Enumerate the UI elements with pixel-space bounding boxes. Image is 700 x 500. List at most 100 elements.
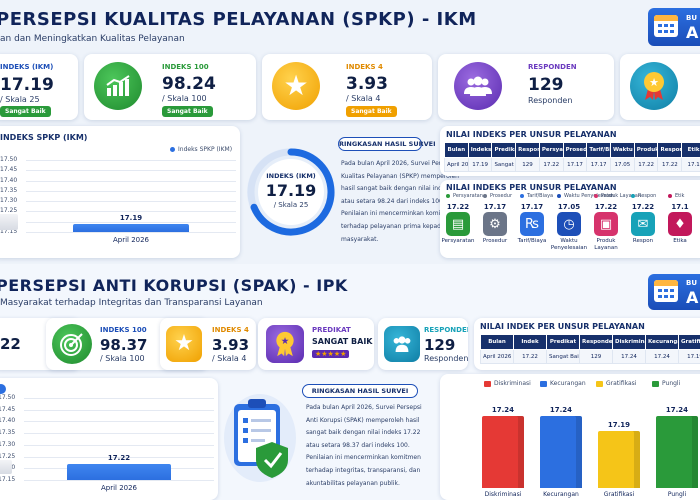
gauge-ring <box>247 148 335 236</box>
status-badge: Sangat Baik <box>0 106 51 117</box>
kpi-value: 129 <box>424 336 456 354</box>
bar-value-label: 17.24 <box>665 406 689 414</box>
legend-label: Prosedur <box>490 193 513 199</box>
table-header-cell: Bulan <box>480 334 514 350</box>
section2-title: PERSEPSI ANTI KORUPSI (SPAK) - IPK <box>0 276 348 295</box>
star-icon: ★ <box>272 62 320 110</box>
summary-line: Penilaian ini mencerminkan komitmen <box>306 454 421 462</box>
kpi-value: 17.19 <box>0 75 54 95</box>
legend-swatch <box>596 380 603 387</box>
table-header-cell: Prosedur <box>562 142 588 158</box>
y-tick-label: 17.30 <box>0 440 16 448</box>
table-title: NILAI INDEKS PER UNSUR PELAYANAN <box>446 130 617 139</box>
date-button[interactable]: BU A <box>648 8 700 46</box>
kpi-scale: / Skala 100 <box>162 94 207 103</box>
chat-icon-glyph: ✉ <box>637 216 649 232</box>
table-cell: 17.1 <box>681 157 700 172</box>
legend-swatch <box>170 147 175 152</box>
table-cell: Sangat Baik <box>546 349 580 364</box>
gridline <box>26 160 236 161</box>
y-tick-label: 17.40 <box>0 176 18 184</box>
table-cell: 17.19 <box>678 349 700 364</box>
bar <box>73 223 189 232</box>
gauge-value: 17.19 <box>265 181 317 200</box>
table-cell: 17.24 <box>645 349 679 364</box>
table-header-cell: Predikat <box>491 142 517 158</box>
calendar-icon <box>654 280 678 302</box>
legend-item: Diskriminasi <box>484 380 531 387</box>
unsur-value: 17.22 <box>446 203 470 211</box>
x-tick-label: April 2026 <box>100 484 138 492</box>
table-header-cell: Etik <box>681 142 700 158</box>
gridline <box>24 444 214 446</box>
bar-value-label: 17.19 <box>119 213 143 222</box>
status-badge: Sangat Baik <box>346 106 397 117</box>
chart-plot-area: 17.5017.4517.4017.3517.3017.2517.2017.15… <box>0 126 240 258</box>
unsur-label: Etika <box>673 238 687 244</box>
date-button-year: A <box>686 288 699 307</box>
clock-icon-glyph: ◷ <box>563 216 575 232</box>
gridline <box>26 232 236 233</box>
bar <box>481 416 525 488</box>
unsur-value: 17.22 <box>594 203 618 211</box>
legend-label: Tarif/Biaya <box>527 193 554 199</box>
kpi-card-predikat: ★ PREDIKAT SANGAT BAIK ★★★★★ <box>258 318 374 370</box>
table-row: April 2026 17.22 Sangat Baik 129 17.24 17.24 1… <box>480 349 700 364</box>
users-icon <box>384 326 420 362</box>
legend-item: Produk Layanan <box>594 193 641 199</box>
unsur-label: Tarif/Biaya <box>517 238 547 244</box>
summary-line: atau setara 98.37 dari indeks 100. <box>306 441 410 449</box>
table-unsur-spak: BulanIndekPredikatRespondenDiskriminasiK… <box>480 334 700 364</box>
table-cell: 17.19 <box>467 157 493 172</box>
ethics-icon-glyph: ♦ <box>674 216 686 232</box>
summary-line: Kualitas Pelayanan (SPKP) memperoleh <box>341 172 459 180</box>
table-cell: 129 <box>579 349 613 364</box>
status-badge: Sangat Baik <box>162 106 213 117</box>
kpi-card-indeks4: ★ INDEKS 4 3.93 / Skala 4 Sangat Baik <box>262 54 432 120</box>
table-header-cell: Indek <box>513 334 547 350</box>
bar-value-label: 17.22 <box>107 453 131 462</box>
table-header-cell: Kecurangan <box>645 334 679 350</box>
bar <box>597 431 641 488</box>
badge-icon: ★ <box>266 325 304 363</box>
kpi-value: 98.37 <box>100 336 148 354</box>
kpi-card-ikm: INDEKS (IKM) 17.19 / Skala 25 Sangat Bai… <box>0 54 78 120</box>
unsur-label: Persyaratan <box>441 238 475 244</box>
gridline <box>24 456 214 458</box>
y-tick-label: 17.45 <box>0 166 18 174</box>
summary-title: RINGKASAN HASIL SURVEI <box>338 137 436 151</box>
clipboard-shield-illustration <box>222 390 298 486</box>
star-icon: ★ <box>166 326 202 362</box>
summary-line: Anti Korupsi (SPAK) memperoleh hasil <box>306 416 420 424</box>
legend-swatch <box>594 193 598 198</box>
summary-line: masyarakat. <box>341 235 379 243</box>
summary-line: terhadap pelayanan prima kepada <box>341 222 445 230</box>
summary-line: Penilaian ini mencerminkan komitmen <box>341 210 456 218</box>
date-button-month: BU <box>686 279 698 287</box>
table-cell: 17.17 <box>586 157 612 172</box>
legend-dot <box>0 384 6 394</box>
unsur-items: 17.22 ▤ Persyaratan 17.17 ⚙ Prosedur 17.17 ₨ Tar… <box>440 202 700 258</box>
gear-icon-glyph: ⚙ <box>489 216 501 232</box>
summary-line: terhadap integritas, transparansi, dan <box>306 466 421 474</box>
x-tick-label: Diskriminasi <box>484 491 522 498</box>
gridline <box>24 433 214 435</box>
legend-label: Kecurangan <box>550 380 586 387</box>
y-tick-label: 17.25 <box>0 452 16 460</box>
y-tick-label: 17.25 <box>0 207 18 215</box>
unsur-legend: Persyaratan Prosedur Tarif/Biaya Waktu Peny… <box>446 193 700 201</box>
section2-subtitle: Masyarakat terhadap Integritas dan Trans… <box>0 298 263 308</box>
legend-label: Gratifikasi <box>606 380 637 387</box>
legend-swatch <box>557 193 561 198</box>
summary-line: atau setara 98.24 dari indeks 100. <box>341 197 445 205</box>
legend-swatch <box>483 193 487 198</box>
table-header-cell: Waktu Penyelesaian <box>610 142 635 158</box>
legend-item: Etik <box>668 193 684 199</box>
y-tick-label: 17.15 <box>0 228 18 235</box>
date-button[interactable]: BU A <box>648 274 700 310</box>
kpi-value: SANGAT BAIK <box>312 337 373 346</box>
chart-card-unsur-spak: Diskriminasi Kecurangan Gratifikasi Pungli … <box>440 374 700 500</box>
kpi-label: INDEKS (IKM) <box>0 63 54 71</box>
growth-chart-icon <box>94 62 142 110</box>
target-icon <box>52 324 92 364</box>
